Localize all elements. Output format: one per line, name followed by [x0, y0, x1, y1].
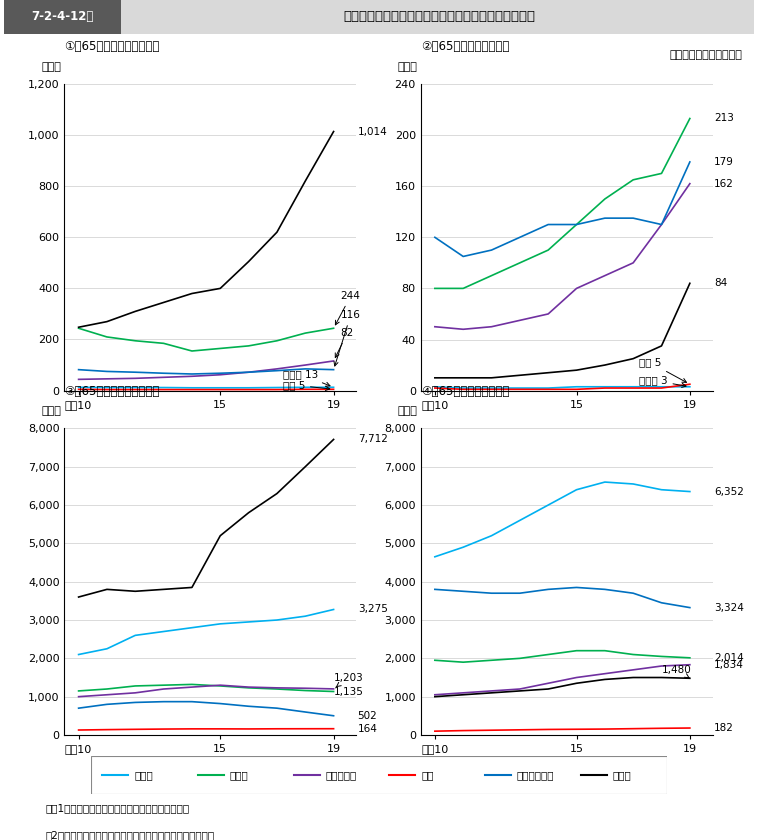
Text: 注　1　法務省大臣官房司法法制部の資料による。: 注 1 法務省大臣官房司法法制部の資料による。	[45, 804, 190, 814]
Text: 配偶者: 配偶者	[230, 770, 249, 780]
Text: 179: 179	[714, 157, 734, 167]
Text: 更生保護施設: 更生保護施設	[517, 770, 554, 780]
Text: 182: 182	[714, 723, 734, 733]
Text: 3,275: 3,275	[358, 605, 387, 615]
Text: その他親族: その他親族	[325, 770, 357, 780]
Text: 1,014: 1,014	[358, 127, 387, 137]
Text: （人）: （人）	[42, 61, 61, 71]
Text: ④　65歳未満　仮釈放者: ④ 65歳未満 仮釈放者	[421, 385, 509, 397]
Text: ①　65歳以上　満期釈放者: ① 65歳以上 満期釈放者	[64, 40, 160, 53]
Text: 父・母 13: 父・母 13	[283, 369, 330, 386]
Text: 164: 164	[358, 724, 377, 733]
Text: ②　65歳以上　仮釈放者: ② 65歳以上 仮釈放者	[421, 40, 509, 53]
Text: 雇主 5: 雇主 5	[639, 358, 687, 382]
Text: （平成１０年～１９年）: （平成１０年～１９年）	[670, 50, 743, 60]
Text: 502: 502	[358, 711, 377, 721]
Text: ③　65歳未満　満期釈放者: ③ 65歳未満 満期釈放者	[64, 385, 160, 397]
Text: 3,324: 3,324	[714, 602, 744, 612]
Text: 出所受刑者の年齢層別・出所事由別帰住予定先の推移: 出所受刑者の年齢層別・出所事由別帰住予定先の推移	[343, 10, 536, 24]
Text: 2,014: 2,014	[714, 653, 744, 663]
Text: 1,135: 1,135	[334, 686, 364, 696]
Text: その他: その他	[612, 770, 631, 780]
Text: （人）: （人）	[42, 406, 61, 416]
Text: （人）: （人）	[398, 406, 418, 416]
Bar	[121, 0, 754, 34]
Text: 82: 82	[335, 328, 354, 358]
Text: 162: 162	[714, 179, 734, 189]
Text: 116: 116	[334, 310, 361, 366]
Bar	[4, 0, 121, 34]
Text: 父・母 3: 父・母 3	[639, 375, 686, 387]
Text: 雇主: 雇主	[421, 770, 434, 780]
Text: （人）: （人）	[398, 61, 418, 71]
Text: 2　満期釈放及び仮釈放以外の事由による出所者を除く。: 2 満期釈放及び仮釈放以外の事由による出所者を除く。	[45, 830, 215, 840]
Text: 父・母: 父・母	[134, 770, 153, 780]
Text: 84: 84	[714, 278, 727, 288]
Text: 244: 244	[335, 291, 361, 325]
Text: 7,712: 7,712	[358, 434, 387, 444]
Text: 213: 213	[714, 113, 734, 123]
Text: 1,480: 1,480	[662, 664, 691, 678]
Text: 1,834: 1,834	[714, 659, 744, 669]
Text: 1,203: 1,203	[334, 673, 363, 687]
Text: 雇主 5: 雇主 5	[283, 380, 330, 391]
Text: 6,352: 6,352	[714, 486, 744, 496]
Text: 7-2-4-12図: 7-2-4-12図	[31, 10, 93, 24]
